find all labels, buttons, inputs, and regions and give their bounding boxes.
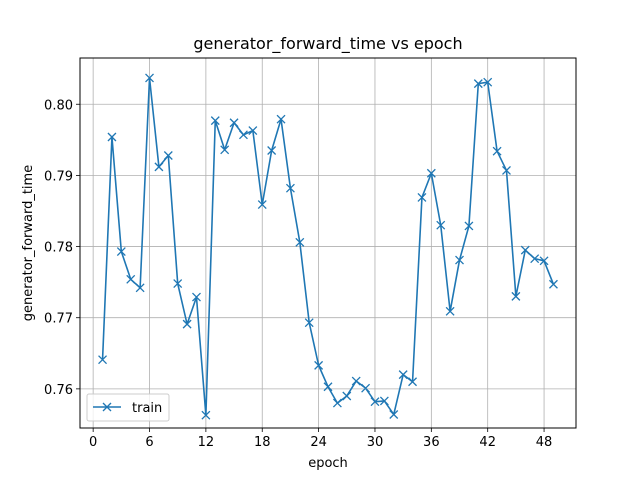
data-point-marker	[417, 193, 427, 202]
y-tick-label: 0.78	[44, 241, 73, 256]
data-point-marker	[192, 292, 201, 302]
data-point-marker	[154, 162, 164, 172]
legend-box	[86, 393, 170, 422]
x-tick-label: 42	[479, 435, 496, 450]
data-point-marker	[492, 146, 502, 156]
data-point-marker	[548, 279, 558, 289]
x-tick-label: 0	[89, 435, 97, 450]
data-point-marker	[116, 247, 126, 256]
grid	[80, 58, 576, 428]
data-point-marker	[530, 254, 540, 264]
y-axis-label: generator_forward_time	[21, 165, 36, 321]
data-point-marker	[379, 396, 389, 406]
data-point-marker	[220, 145, 230, 155]
series-layer	[98, 73, 558, 420]
data-point-marker	[408, 377, 418, 387]
legend-x-marker	[102, 402, 112, 412]
data-point-marker	[295, 237, 305, 247]
y-tick-label: 0.76	[44, 383, 73, 398]
ticks: 0 6 12 18 24 30 36 42 48 0.76 0.77 0.78 0.79 0.80	[44, 98, 552, 450]
x-tick-label: 24	[310, 435, 327, 450]
y-tick-label: 0.79	[44, 169, 73, 184]
data-point-marker	[285, 183, 295, 193]
x-tick-label: 6	[145, 435, 153, 450]
data-point-marker	[276, 114, 286, 124]
data-point-marker	[502, 165, 511, 175]
data-point-marker	[370, 397, 380, 407]
data-point-marker	[332, 398, 342, 408]
data-point-marker	[257, 200, 267, 210]
data-point-marker	[473, 79, 483, 89]
data-point-marker	[163, 151, 173, 160]
data-point-marker	[464, 221, 474, 231]
data-point-marker	[304, 318, 314, 328]
data-point-marker	[248, 126, 258, 136]
x-tick-label: 36	[423, 435, 440, 450]
y-tick-label: 0.77	[44, 312, 73, 327]
x-axis-label: epoch	[308, 456, 348, 471]
data-point-marker	[436, 220, 446, 230]
legend-label: train	[132, 401, 162, 416]
data-point-marker	[145, 73, 154, 83]
plot-frame	[79, 57, 577, 429]
data-point-marker	[314, 360, 324, 370]
data-point-marker	[229, 118, 239, 128]
data-point-marker	[126, 274, 136, 284]
data-point-marker	[98, 355, 108, 365]
data-point-marker	[135, 283, 145, 293]
data-point-marker	[520, 245, 530, 255]
data-point-marker	[238, 130, 248, 140]
data-point-marker	[210, 116, 220, 126]
data-point-marker	[182, 319, 192, 329]
data-point-marker	[342, 391, 352, 401]
data-point-marker	[323, 382, 333, 392]
x-tick-label: 30	[367, 435, 384, 450]
data-point-marker	[445, 306, 455, 316]
data-point-marker	[511, 291, 521, 301]
data-point-marker	[351, 376, 361, 386]
x-tick-label: 48	[536, 435, 553, 450]
y-tick-label: 0.80	[44, 98, 73, 113]
data-point-marker	[361, 383, 371, 393]
chart-title: generator_forward_time vs epoch	[193, 34, 462, 54]
data-point-marker	[267, 146, 277, 155]
data-point-marker	[426, 168, 436, 178]
x-tick-label: 12	[198, 435, 215, 450]
x-tick-label: 18	[254, 435, 271, 450]
data-point-marker	[398, 370, 408, 380]
data-point-marker	[173, 279, 183, 289]
data-point-marker	[483, 77, 493, 87]
data-point-marker	[201, 410, 211, 420]
data-point-marker	[389, 410, 399, 419]
data-point-marker	[107, 132, 117, 142]
data-point-marker	[455, 255, 464, 265]
data-point-marker	[539, 256, 549, 266]
legend-marker-icon	[102, 402, 112, 412]
legend: train	[86, 393, 170, 422]
